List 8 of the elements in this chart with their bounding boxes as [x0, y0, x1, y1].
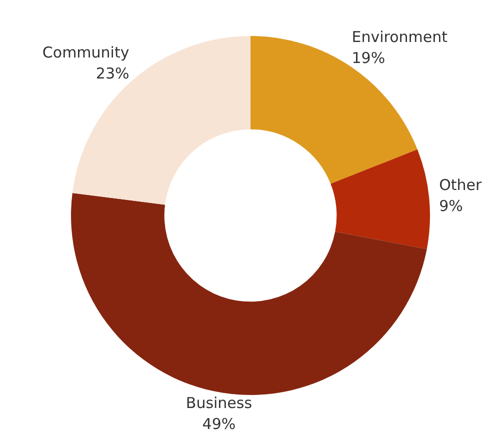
- slice-label: Business: [186, 394, 252, 412]
- slice-label: Community: [42, 44, 130, 62]
- data-label: 49%: [202, 414, 236, 433]
- data-label: 23%: [96, 64, 130, 83]
- slice-label: Other: [439, 176, 483, 194]
- slice-label: Environment: [352, 28, 448, 46]
- data-label: 9%: [439, 196, 463, 215]
- data-label: 19%: [352, 49, 386, 68]
